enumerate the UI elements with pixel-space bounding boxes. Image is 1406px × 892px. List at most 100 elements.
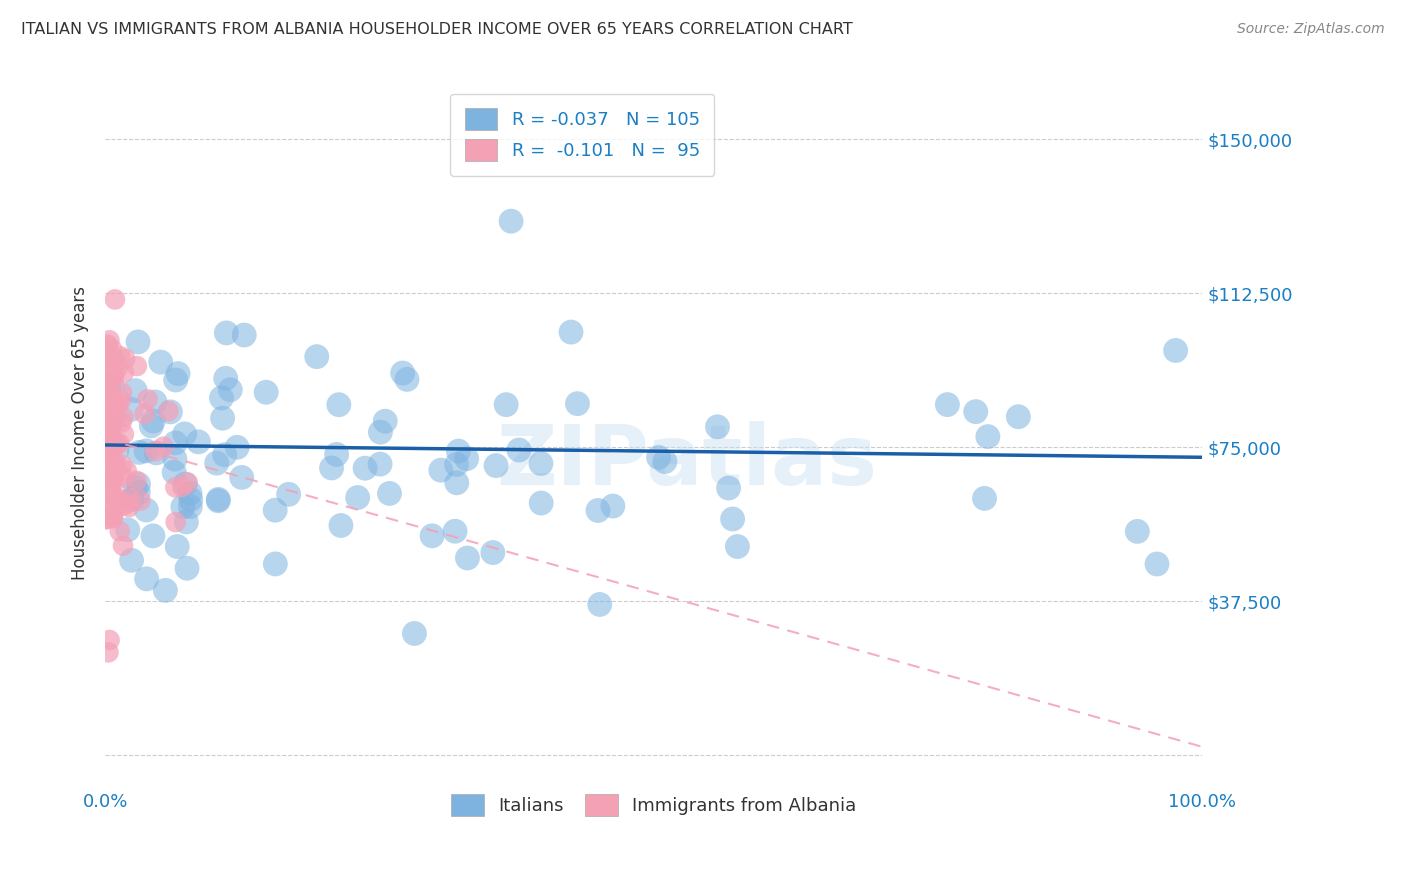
Point xyxy=(456,451,478,466)
Point xyxy=(167,367,190,381)
Point xyxy=(101,409,124,424)
Point xyxy=(101,472,124,486)
Point xyxy=(104,462,127,476)
Point xyxy=(103,394,125,409)
Point xyxy=(100,401,122,416)
Point xyxy=(152,440,174,454)
Point xyxy=(105,443,128,458)
Point xyxy=(98,374,121,388)
Y-axis label: Householder Income Over 65 years: Householder Income Over 65 years xyxy=(72,285,89,580)
Point xyxy=(264,557,287,571)
Point xyxy=(105,361,128,376)
Point xyxy=(97,366,120,380)
Point xyxy=(110,416,132,430)
Point xyxy=(589,598,612,612)
Point xyxy=(207,492,229,507)
Point xyxy=(179,486,201,500)
Point xyxy=(254,385,277,400)
Point xyxy=(142,529,165,543)
Text: Source: ZipAtlas.com: Source: ZipAtlas.com xyxy=(1237,22,1385,37)
Point xyxy=(108,524,131,539)
Point xyxy=(456,551,478,566)
Point xyxy=(120,491,142,505)
Point xyxy=(97,447,120,461)
Point xyxy=(98,417,121,431)
Point xyxy=(374,414,396,428)
Point xyxy=(1007,409,1029,424)
Point xyxy=(180,492,202,507)
Point xyxy=(165,373,187,387)
Point xyxy=(277,487,299,501)
Point xyxy=(96,406,118,420)
Point xyxy=(602,499,624,513)
Point xyxy=(129,493,152,508)
Point xyxy=(977,429,1000,443)
Point xyxy=(166,540,188,554)
Point xyxy=(135,503,157,517)
Point xyxy=(103,354,125,368)
Point xyxy=(105,356,128,370)
Point xyxy=(124,481,146,495)
Point xyxy=(447,444,470,458)
Point xyxy=(101,467,124,482)
Point xyxy=(114,498,136,512)
Point xyxy=(395,372,418,386)
Point xyxy=(654,454,676,468)
Point xyxy=(142,414,165,428)
Point xyxy=(560,325,582,339)
Point xyxy=(172,480,194,494)
Point xyxy=(141,418,163,433)
Point xyxy=(98,434,121,448)
Point xyxy=(96,407,118,421)
Point xyxy=(145,446,167,460)
Point xyxy=(346,491,368,505)
Point xyxy=(112,365,135,379)
Point xyxy=(370,425,392,440)
Point xyxy=(97,645,120,659)
Point xyxy=(174,477,197,491)
Point xyxy=(96,483,118,497)
Point xyxy=(444,524,467,539)
Point xyxy=(508,443,530,458)
Point xyxy=(104,500,127,514)
Point xyxy=(155,583,177,598)
Point xyxy=(530,457,553,471)
Point xyxy=(163,465,186,479)
Point xyxy=(207,493,229,508)
Point xyxy=(103,395,125,409)
Point xyxy=(121,553,143,567)
Text: ITALIAN VS IMMIGRANTS FROM ALBANIA HOUSEHOLDER INCOME OVER 65 YEARS CORRELATION : ITALIAN VS IMMIGRANTS FROM ALBANIA HOUSE… xyxy=(21,22,853,37)
Point xyxy=(420,529,443,543)
Point xyxy=(100,401,122,415)
Point xyxy=(136,392,159,407)
Point xyxy=(717,481,740,495)
Point xyxy=(104,293,127,307)
Point xyxy=(103,506,125,520)
Point xyxy=(112,470,135,484)
Point xyxy=(145,444,167,458)
Point xyxy=(135,443,157,458)
Point xyxy=(149,355,172,369)
Point xyxy=(264,503,287,517)
Point xyxy=(305,350,328,364)
Point xyxy=(104,409,127,423)
Point xyxy=(391,366,413,380)
Point xyxy=(127,334,149,349)
Point xyxy=(100,386,122,401)
Point xyxy=(226,440,249,454)
Point xyxy=(936,398,959,412)
Point xyxy=(329,518,352,533)
Point xyxy=(214,448,236,462)
Point xyxy=(485,458,508,473)
Point xyxy=(567,397,589,411)
Point xyxy=(378,486,401,500)
Point xyxy=(1126,524,1149,539)
Point xyxy=(117,523,139,537)
Point xyxy=(325,447,347,461)
Point xyxy=(96,512,118,526)
Point xyxy=(101,432,124,446)
Legend: Italians, Immigrants from Albania: Italians, Immigrants from Albania xyxy=(441,785,866,825)
Point xyxy=(114,496,136,510)
Point xyxy=(501,214,523,228)
Point xyxy=(98,422,121,436)
